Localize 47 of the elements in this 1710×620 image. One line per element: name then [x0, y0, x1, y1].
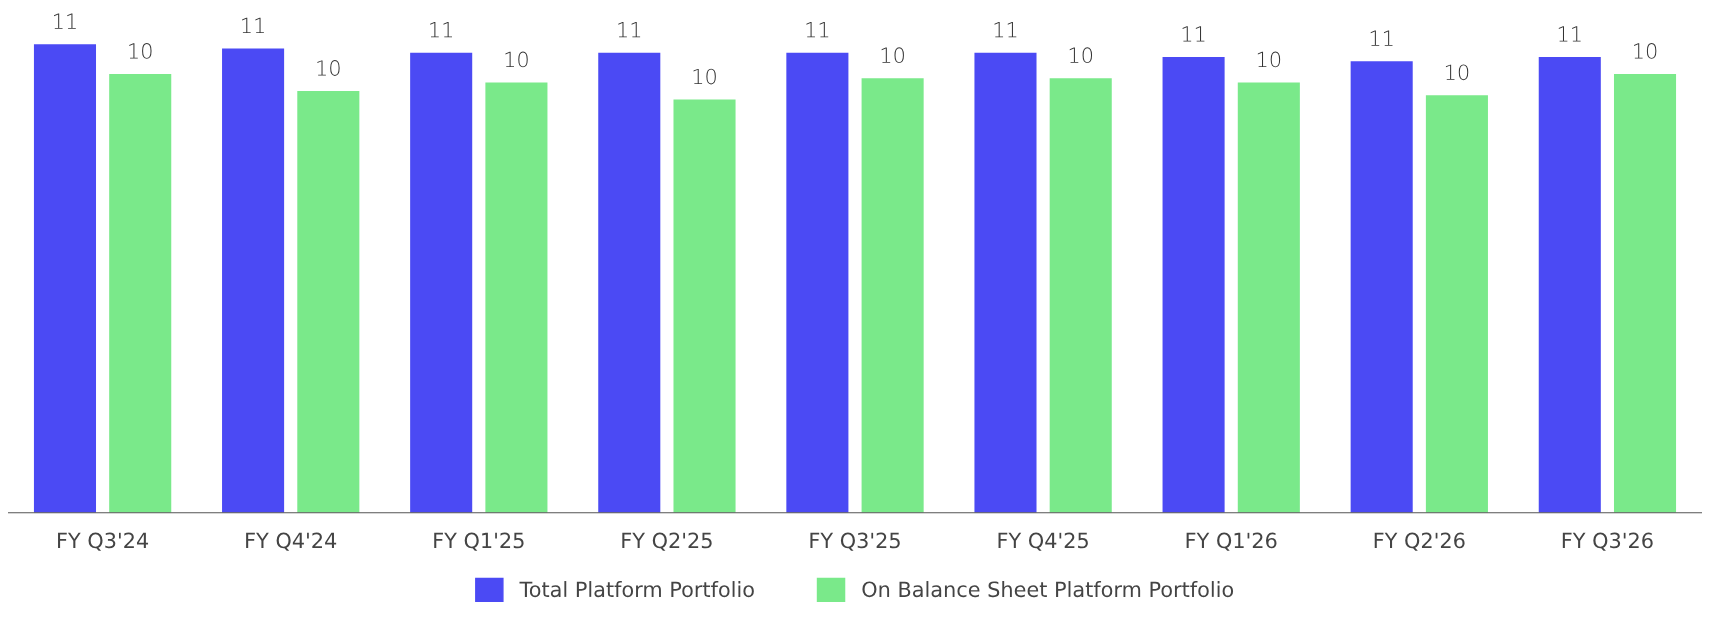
x-tick-label: FY Q1'25 [434, 532, 524, 551]
x-tick-label: FY Q2'26 [1374, 532, 1465, 551]
bar [1425, 95, 1488, 513]
x-tick-label: FY Q2'25 [622, 532, 712, 551]
data-label: 10 [1634, 43, 1657, 59]
data-label: 10 [1445, 64, 1469, 81]
bar [1538, 56, 1601, 513]
bar [974, 52, 1037, 513]
bar [1049, 78, 1112, 513]
data-label: 10 [1069, 47, 1093, 64]
bar [598, 52, 661, 513]
bar [1350, 61, 1413, 513]
legend-label: Total Platform Portfolio [519, 581, 754, 598]
x-tick-label: FY Q3'26 [1562, 532, 1653, 551]
bar [1237, 82, 1300, 513]
bar [222, 48, 285, 513]
data-label: 10 [129, 43, 152, 59]
bar [109, 73, 172, 513]
x-tick-label: FY Q1'26 [1186, 532, 1277, 551]
data-label: 10 [1257, 51, 1281, 68]
data-label: 11 [1370, 30, 1393, 46]
bar [485, 82, 548, 513]
data-label: 11 [242, 17, 264, 33]
data-label: 11 [994, 22, 1017, 38]
data-label: 11 [54, 13, 76, 29]
bar [786, 52, 849, 513]
x-tick-label: FY Q4'25 [998, 532, 1088, 551]
bar [297, 91, 360, 513]
bar [1162, 56, 1225, 513]
data-label: 11 [430, 22, 452, 38]
bar [861, 78, 924, 513]
data-label: 10 [881, 47, 904, 64]
data-label: 11 [618, 22, 641, 38]
x-tick-label: FY Q4'24 [246, 532, 337, 551]
x-tick-label: FY Q3'25 [810, 532, 900, 551]
data-label: 11 [1558, 26, 1581, 42]
bar [410, 52, 473, 513]
data-label: 11 [1182, 26, 1205, 42]
x-tick-label: FY Q3'24 [58, 532, 149, 551]
data-label: 11 [806, 22, 829, 38]
data-label: 10 [505, 51, 528, 68]
legend-label: On Balance Sheet Platform Portfolio [862, 581, 1234, 598]
data-label: 10 [317, 60, 340, 76]
bar [1613, 73, 1677, 513]
bar [33, 44, 97, 513]
bar [673, 99, 736, 513]
data-label: 10 [693, 68, 716, 85]
